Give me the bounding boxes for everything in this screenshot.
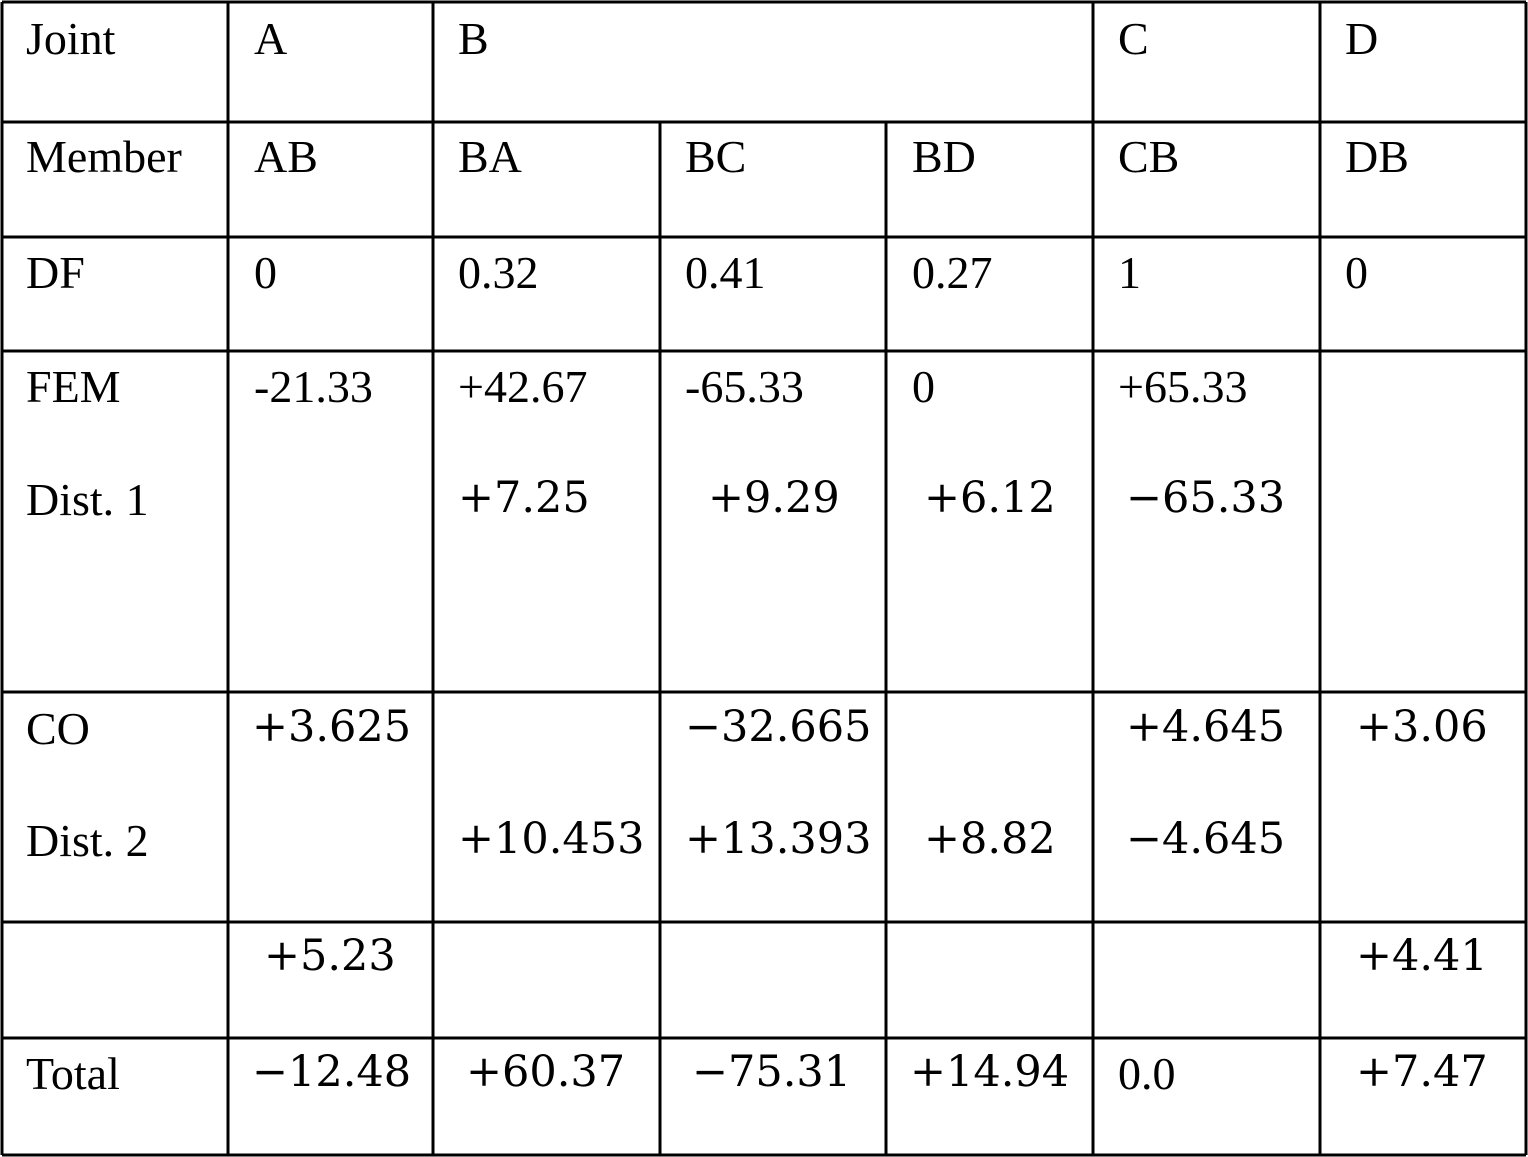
co-cb: +4.645: [1126, 702, 1286, 752]
dist2-ba: +10.453: [458, 814, 645, 864]
fem-bd: 0: [912, 361, 935, 412]
df-db: 0: [1345, 247, 1368, 298]
joint-d: D: [1345, 13, 1379, 64]
co2-ab: +5.23: [264, 931, 396, 981]
member-bd: BD: [912, 131, 976, 182]
df-ba: 0.32: [458, 247, 539, 298]
df-cb: 1: [1118, 247, 1141, 298]
dist2-bd: +8.82: [924, 814, 1056, 864]
dist1-bc: +9.29: [708, 473, 840, 523]
co-label: CO: [26, 703, 90, 754]
dist2-label: Dist. 2: [26, 815, 149, 866]
joint-label: Joint: [26, 13, 116, 64]
fem-cb: +65.33: [1118, 361, 1248, 412]
co-bc: −32.665: [685, 702, 872, 752]
df-bc: 0.41: [685, 247, 766, 298]
total-bd: +14.94: [910, 1047, 1070, 1097]
member-cb: CB: [1118, 131, 1180, 182]
co2-db: +4.41: [1356, 931, 1488, 981]
df-label: DF: [26, 247, 85, 298]
member-ba: BA: [458, 131, 522, 182]
df-bd: 0.27: [912, 247, 993, 298]
dist1-cb: −65.33: [1126, 473, 1286, 523]
co-db: +3.06: [1356, 702, 1488, 752]
dist1-ba: +7.25: [458, 473, 590, 523]
total-bc: −75.31: [692, 1047, 852, 1097]
total-db: +7.47: [1356, 1047, 1488, 1097]
member-label: Member: [26, 131, 182, 182]
joint-a: A: [254, 13, 288, 64]
total-ba: +60.37: [466, 1047, 626, 1097]
dist2-cb: −4.645: [1126, 814, 1286, 864]
total-ab: −12.48: [252, 1047, 412, 1097]
joint-c: C: [1118, 13, 1149, 64]
total-cb: 0.0: [1118, 1048, 1176, 1099]
dist1-label: Dist. 1: [26, 474, 149, 525]
member-db: DB: [1345, 131, 1409, 182]
co-ab: +3.625: [252, 702, 412, 752]
dist2-bc: +13.393: [685, 814, 872, 864]
fem-ba: +42.67: [458, 361, 588, 412]
member-bc: BC: [685, 131, 747, 182]
joint-b: B: [458, 13, 489, 64]
fem-bc: -65.33: [685, 361, 804, 412]
fem-ab: -21.33: [254, 361, 373, 412]
df-ab: 0: [254, 247, 277, 298]
total-label: Total: [26, 1048, 120, 1099]
fem-label: FEM: [26, 361, 121, 412]
dist1-bd: +6.12: [924, 473, 1056, 523]
member-ab: AB: [254, 131, 318, 182]
